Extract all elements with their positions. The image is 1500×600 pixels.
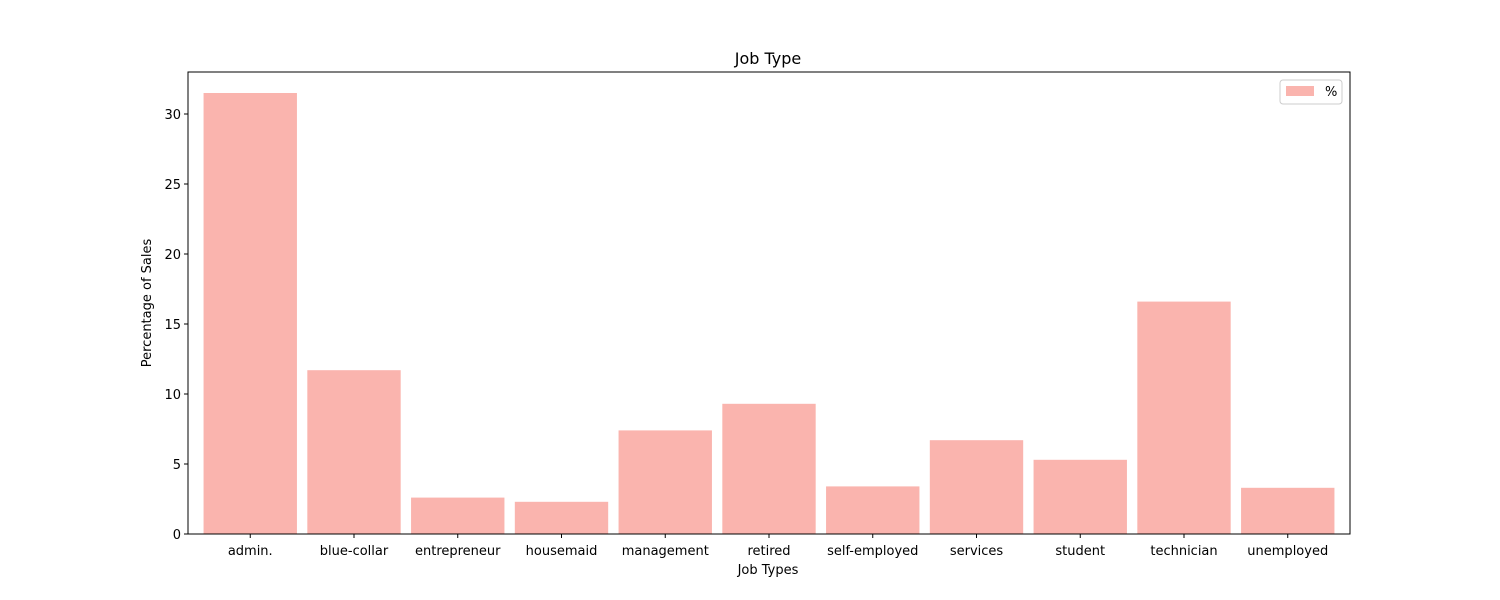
bar-retired <box>722 403 816 534</box>
bar-housemaid <box>514 501 609 534</box>
y-tick-label: 30 <box>164 108 181 123</box>
y-tick-label: 5 <box>173 458 181 473</box>
y-tick-label: 25 <box>164 178 181 193</box>
x-tick-label: blue-collar <box>320 544 389 559</box>
x-tick-label: services <box>950 544 1004 559</box>
bar-admin <box>203 93 297 534</box>
x-tick-label: unemployed <box>1247 544 1328 559</box>
legend: % <box>1279 79 1343 105</box>
legend-label: % <box>1325 85 1337 100</box>
x-tick-label: technician <box>1150 544 1217 559</box>
bars-layer <box>203 93 1335 534</box>
x-axis-ticks: admin. blue-collar entrepreneur housemaid ma… <box>228 534 1328 559</box>
x-tick-label: entrepreneur <box>415 544 501 559</box>
y-axis-ticks: 0 5 10 15 20 25 30 <box>164 108 188 543</box>
bar-student <box>1033 459 1127 534</box>
y-tick-label: 20 <box>164 248 181 263</box>
y-tick-label: 0 <box>173 528 181 543</box>
plot-frame <box>187 71 1351 535</box>
x-axis-title: Job Types <box>737 563 799 578</box>
y-axis-title: Percentage of Sales <box>140 239 155 368</box>
bar-unemployed <box>1241 487 1335 534</box>
bar-self-employed <box>826 486 920 534</box>
x-tick-label: self-employed <box>827 544 918 559</box>
bar-technician <box>1137 301 1231 534</box>
x-tick-label: retired <box>747 544 790 559</box>
bar-blue-collar <box>307 370 401 534</box>
x-tick-label: student <box>1055 544 1105 559</box>
legend-swatch <box>1286 86 1314 96</box>
bar-entrepreneur <box>411 497 505 534</box>
chart-title: Job Type <box>734 49 802 68</box>
bar-management <box>618 430 712 534</box>
x-tick-label: admin. <box>228 544 273 559</box>
bar-services <box>929 440 1024 534</box>
x-tick-label: housemaid <box>526 544 598 559</box>
y-tick-label: 10 <box>164 388 181 403</box>
x-tick-label: management <box>622 544 709 559</box>
y-tick-label: 15 <box>164 318 181 333</box>
